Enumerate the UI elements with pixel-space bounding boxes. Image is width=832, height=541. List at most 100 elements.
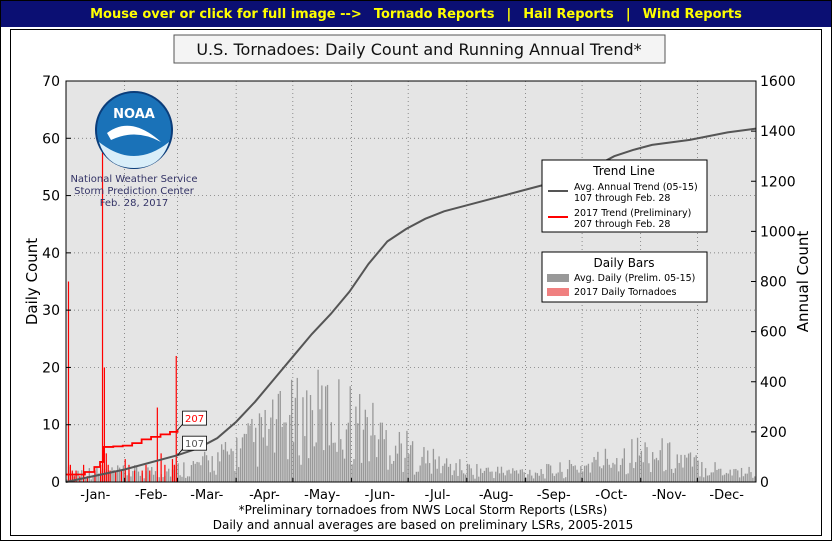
- avg-daily-bar: [559, 462, 561, 482]
- footnote-line-2: Daily and annual averages are based on p…: [213, 518, 634, 532]
- legend-avg-bar-swatch: [547, 274, 569, 282]
- y-tick-label: 70: [42, 74, 60, 90]
- hail-reports-link[interactable]: Hail Reports: [523, 6, 614, 22]
- avg-daily-bar: [731, 475, 733, 482]
- avg-daily-bar: [682, 467, 684, 482]
- avg-daily-bar: [389, 455, 391, 482]
- avg-daily-bar: [253, 442, 255, 482]
- avg-daily-bar: [597, 451, 599, 482]
- avg-daily-bar: [370, 435, 372, 482]
- chart-title: U.S. Tornadoes: Daily Count and Running …: [196, 40, 641, 59]
- avg-daily-bar: [300, 464, 302, 482]
- avg-daily-bar: [376, 457, 378, 482]
- avg-daily-bar: [313, 446, 315, 482]
- avg-daily-bar: [653, 459, 656, 482]
- avg-daily-bar: [557, 472, 559, 482]
- full-image-hint-link[interactable]: Mouse over or click for full image -->: [90, 6, 362, 22]
- avg-daily-bar: [281, 426, 283, 482]
- avg-daily-bar: [425, 463, 427, 482]
- legend-bars-box: [541, 251, 708, 303]
- avg-daily-bar: [217, 452, 219, 482]
- tornado-chart: U.S. Tornadoes: Daily Count and Running …: [23, 34, 812, 532]
- avg-daily-bar: [419, 465, 421, 482]
- current-daily-bar: [73, 476, 75, 482]
- legend-trend-line: Trend Line Avg. Annual Trend (05-15)107 t…: [541, 159, 708, 233]
- avg-daily-bar: [595, 459, 597, 482]
- avg-daily-bar: [359, 394, 361, 482]
- tornado-reports-link[interactable]: Tornado Reports: [373, 6, 495, 22]
- avg-daily-bar: [466, 463, 469, 482]
- current-daily-bar: [175, 355, 177, 482]
- avg-daily-bar: [697, 460, 699, 482]
- legend-avg-label-2: 107 through Feb. 28: [574, 193, 670, 204]
- avg-daily-bar: [725, 472, 728, 482]
- avg-daily-bar: [515, 470, 518, 482]
- avg-daily-bar: [642, 462, 644, 482]
- avg-daily-bar: [326, 384, 329, 482]
- y2-tick-label: 1600: [760, 74, 796, 90]
- current-daily-bar: [105, 453, 107, 482]
- avg-daily-bar: [234, 470, 236, 482]
- avg-daily-bar: [222, 449, 225, 482]
- avg-daily-bar: [737, 470, 739, 482]
- avg-daily-bar: [476, 464, 478, 482]
- avg-daily-bar: [249, 425, 251, 482]
- avg-daily-bar: [445, 458, 448, 482]
- avg-daily-bar: [245, 433, 247, 482]
- avg-daily-bar: [185, 477, 187, 482]
- avg-daily-bar: [294, 397, 297, 482]
- avg-daily-bar: [243, 433, 246, 482]
- avg-daily-bar: [536, 473, 539, 482]
- avg-daily-bar: [629, 462, 631, 482]
- avg-daily-bar: [292, 442, 295, 482]
- current-daily-bar: [83, 464, 85, 482]
- y-tick-label: 10: [42, 418, 60, 434]
- avg-daily-bar: [152, 474, 155, 482]
- avg-daily-bar: [655, 457, 658, 482]
- legend-trend-box: [541, 159, 708, 233]
- avg-daily-bar: [551, 473, 554, 482]
- avg-daily-bar: [718, 468, 720, 482]
- avg-daily-bar: [680, 454, 682, 482]
- avg-daily-bar: [735, 468, 737, 482]
- current-daily-bar: [124, 459, 126, 482]
- avg-daily-bar: [716, 469, 718, 482]
- avg-daily-bar: [209, 472, 211, 482]
- avg-daily-bar: [154, 471, 157, 482]
- avg-daily-bar: [578, 472, 580, 482]
- avg-daily-bar: [574, 465, 576, 482]
- avg-daily-bar: [742, 476, 745, 482]
- avg-daily-bar: [417, 471, 419, 482]
- avg-daily-bar: [224, 441, 227, 482]
- avg-daily-bar: [534, 472, 537, 482]
- current-daily-bar: [156, 407, 158, 482]
- avg-daily-bar: [521, 469, 523, 482]
- avg-daily-bar: [186, 476, 189, 482]
- avg-daily-bar: [319, 409, 321, 482]
- wind-reports-link[interactable]: Wind Reports: [642, 6, 742, 22]
- legend-avg-label-1: Avg. Annual Trend (05-15): [574, 182, 698, 193]
- avg-daily-bar: [470, 468, 472, 482]
- avg-daily-bar: [238, 467, 240, 482]
- x-tick-label: -Mar-: [190, 488, 223, 503]
- avg-daily-bar: [602, 465, 605, 482]
- avg-daily-bar: [720, 468, 722, 482]
- avg-daily-bar: [638, 455, 641, 482]
- y-tick-label: 50: [42, 189, 60, 205]
- avg-daily-bar: [360, 462, 363, 482]
- avg-daily-bar: [568, 459, 571, 482]
- logo-line-2: Storm Prediction Center: [74, 186, 195, 197]
- avg-daily-bar: [77, 470, 79, 482]
- avg-daily-bar: [177, 463, 179, 482]
- avg-daily-bar: [324, 386, 327, 482]
- avg-daily-bar: [635, 462, 637, 482]
- current-daily-bars: [67, 109, 177, 483]
- avg-daily-bar: [183, 462, 185, 482]
- chart-image-panel[interactable]: U.S. Tornadoes: Daily Count and Running …: [10, 29, 822, 536]
- avg-daily-bar: [385, 430, 387, 482]
- avg-daily-bar: [670, 468, 673, 482]
- avg-daily-bar: [464, 474, 467, 482]
- avg-daily-bar: [462, 473, 465, 482]
- avg-daily-bar: [304, 436, 306, 482]
